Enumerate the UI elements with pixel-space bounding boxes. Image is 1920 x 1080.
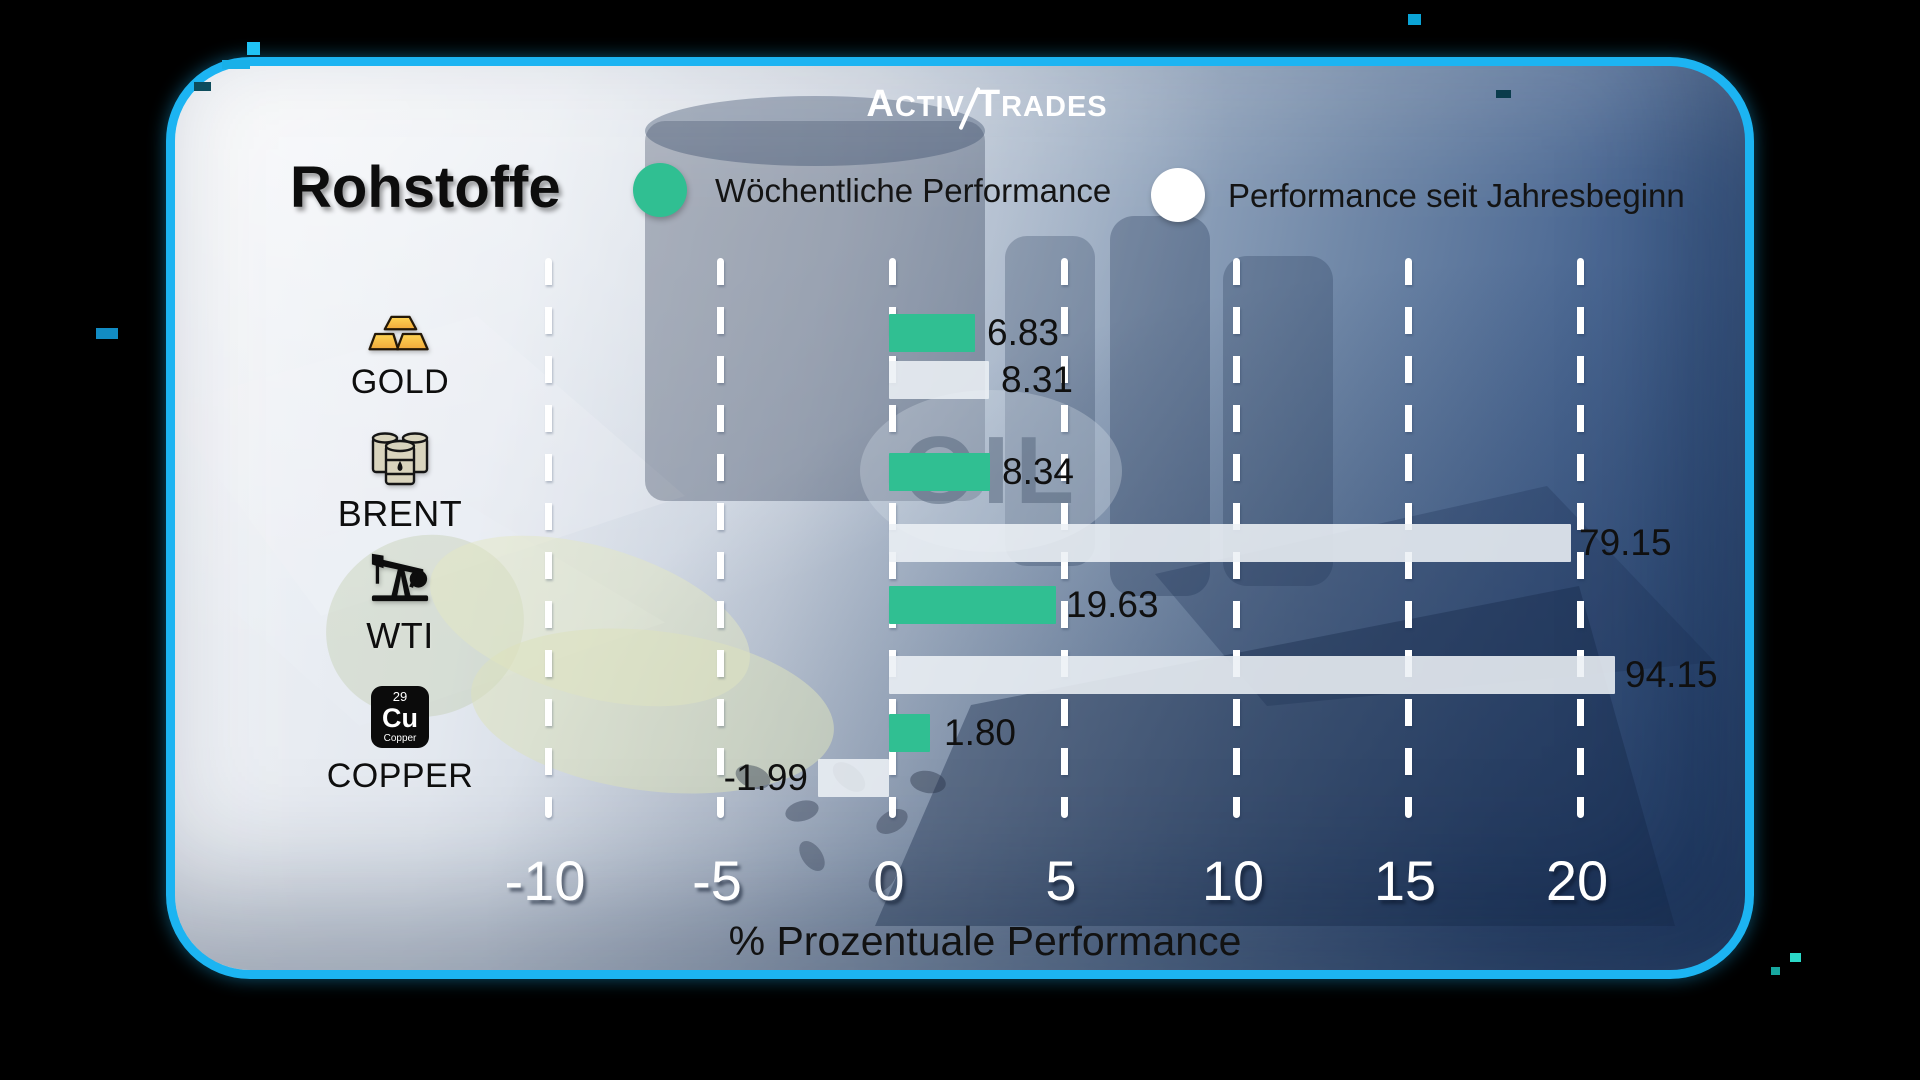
oil-barrels-icon <box>371 432 429 486</box>
value-label-brent-weekly: 8.34 <box>1002 451 1075 492</box>
gridline <box>545 258 552 818</box>
x-tick: 10 <box>1201 849 1265 912</box>
bar-brent-weekly <box>889 453 990 491</box>
bar-gold-weekly <box>889 314 975 352</box>
compression-artifact <box>247 42 260 55</box>
legend-weekly-label: Wöchentliche Performance <box>715 172 1112 209</box>
compression-artifact <box>222 60 250 69</box>
value-label-wti-ytd: 94.15 <box>1625 654 1718 695</box>
value-label-copper-ytd: -1.99 <box>723 757 808 798</box>
bar-copper-weekly <box>889 714 930 752</box>
value-label-gold-ytd: 8.31 <box>1001 359 1074 400</box>
value-label-gold-weekly: 6.83 <box>987 312 1060 353</box>
page-title: Rohstoffe <box>290 155 561 220</box>
bar-wti-weekly <box>889 586 1056 624</box>
compression-artifact <box>194 82 211 91</box>
row-header-gold: GOLD <box>300 314 500 402</box>
value-label-wti-weekly: 19.63 <box>1066 584 1159 625</box>
bg-oil-barrel <box>645 121 985 501</box>
compression-artifact <box>1790 953 1801 962</box>
bg-bean <box>782 796 822 826</box>
category-label-gold: GOLD <box>350 363 450 401</box>
value-label-brent-ytd: 79.15 <box>1579 522 1672 563</box>
compression-artifact <box>1408 14 1421 25</box>
compression-artifact <box>1496 90 1511 98</box>
row-header-brent: BRENT <box>300 430 500 535</box>
compression-artifact <box>1771 967 1780 975</box>
legend-weekly-dot-icon <box>633 163 687 217</box>
bar-wti-ytd <box>889 656 1615 694</box>
category-label-wti: WTI <box>366 615 434 656</box>
bg-oil-barrel-top <box>645 96 985 166</box>
x-tick: 0 <box>873 849 905 912</box>
row-header-copper: 29 Cu Copper COPPER <box>300 686 500 796</box>
row-header-wti: WTI <box>300 546 500 657</box>
gold-bars-icon <box>368 315 429 351</box>
bar-copper-ytd <box>818 759 889 797</box>
x-tick: 20 <box>1545 849 1609 912</box>
chart-card: OIL ACTIV TRADES Rohstoffe Wöchentliche P… <box>166 57 1754 979</box>
gridline <box>717 258 724 818</box>
bar-brent-ytd <box>889 524 1571 562</box>
x-tick: 5 <box>1045 849 1077 912</box>
bar-gold-ytd <box>889 361 989 399</box>
legend-ytd-label: Performance seit Jahresbeginn <box>1228 177 1685 214</box>
x-tick: 15 <box>1373 849 1437 912</box>
activtrades-logo: ACTIV TRADES <box>787 80 1187 131</box>
compression-artifact <box>96 328 118 339</box>
oil-pump-jack-icon <box>371 553 429 602</box>
x-tick: -10 <box>504 849 586 912</box>
category-label-brent: BRENT <box>337 493 463 534</box>
value-label-copper-weekly: 1.80 <box>944 712 1017 753</box>
copper-element-icon: 29 Cu Copper <box>371 686 429 748</box>
x-tick: -5 <box>692 849 742 912</box>
legend-ytd-dot-icon <box>1151 168 1205 222</box>
bg-metal-cylinder <box>1005 236 1095 566</box>
category-label-copper: COPPER <box>326 757 474 795</box>
gridline <box>1577 258 1584 818</box>
x-axis-title: % Prozentuale Performance <box>728 918 1242 964</box>
logo-text: A <box>866 83 895 125</box>
